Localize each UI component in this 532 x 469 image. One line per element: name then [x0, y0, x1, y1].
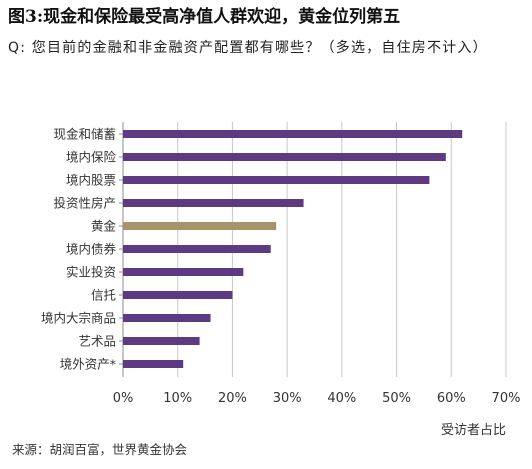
chart-title: 图3:现金和保险最受高净值人群欢迎，黄金位列第五 [8, 7, 401, 27]
survey-question: Q: 您目前的金融和非金融资产配置都有哪些？（多选，自住房不计入） [8, 40, 488, 56]
x-tick-label: 0% [113, 391, 134, 406]
category-label: 现金和储蓄 [53, 127, 116, 142]
x-tick-label: 40% [327, 391, 356, 406]
bar [123, 314, 211, 322]
x-axis-label: 受访者占比 [441, 423, 506, 438]
category-label: 黄金 [91, 219, 117, 234]
x-tick-label: 20% [218, 391, 247, 406]
category-label: 投资性房产 [53, 196, 116, 211]
bar [123, 153, 446, 161]
bar [123, 222, 277, 230]
category-label: 艺术品 [78, 334, 116, 349]
bar [123, 245, 271, 253]
x-tick-label: 10% [163, 391, 192, 406]
bar [123, 268, 244, 276]
category-label: 境内大宗商品 [41, 311, 116, 326]
x-tick-label: 60% [437, 391, 466, 406]
category-label: 境内债券 [66, 242, 117, 257]
category-label: 实业投资 [66, 265, 116, 280]
bar-chart: 现金和储蓄境内保险境内股票投资性房产黄金境内债券实业投资信托境内大宗商品艺术品境… [0, 112, 532, 442]
category-label: 境内股票 [66, 173, 116, 188]
source-note: 来源：胡润百富，世界黄金协会 [12, 442, 188, 457]
category-label: 境外资产* [60, 357, 116, 372]
x-tick-label: 50% [382, 391, 411, 406]
category-label: 境内保险 [66, 150, 117, 165]
bar [123, 130, 463, 138]
bar [123, 360, 184, 368]
bar [123, 176, 430, 184]
bar-chart-svg: 现金和储蓄境内保险境内股票投资性房产黄金境内债券实业投资信托境内大宗商品艺术品境… [41, 122, 521, 438]
bar [123, 337, 200, 345]
bar [123, 199, 304, 207]
category-label: 信托 [91, 288, 116, 303]
x-tick-label: 70% [492, 391, 521, 406]
x-tick-label: 30% [273, 391, 302, 406]
bar [123, 291, 233, 299]
